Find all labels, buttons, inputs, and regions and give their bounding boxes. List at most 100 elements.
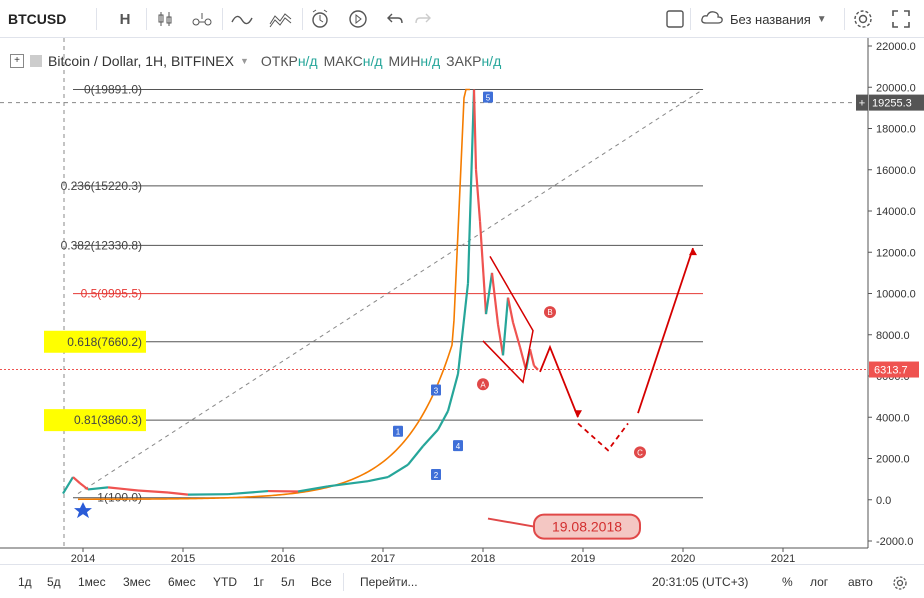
templates-icon[interactable] <box>268 6 294 32</box>
wave-marker <box>393 425 403 437</box>
chevron-down-icon: ▼ <box>816 13 827 25</box>
candles-icon[interactable] <box>154 6 176 32</box>
price-segment <box>466 89 476 284</box>
price-segment <box>518 346 528 371</box>
range-6m[interactable]: 6мес <box>168 575 196 589</box>
wave-label: 5 <box>486 94 491 103</box>
abc-marker <box>634 446 646 459</box>
price-segment <box>62 476 74 495</box>
price-segment <box>137 489 169 494</box>
square-icon[interactable] <box>664 6 686 32</box>
abc-marker <box>477 378 489 391</box>
range-1d[interactable]: 1д <box>18 575 32 589</box>
crosshair-plus-icon: + <box>859 98 865 110</box>
price-segment <box>227 489 269 496</box>
interval-button[interactable]: H <box>119 10 131 28</box>
open-label: ОТКР <box>260 53 298 69</box>
log-toggle[interactable]: лог <box>810 575 829 589</box>
wave-marker <box>453 440 463 452</box>
price-segment <box>407 445 424 466</box>
price-segment <box>478 221 488 315</box>
range-1m[interactable]: 1мес <box>78 575 106 589</box>
x-tick-label: 2018 <box>471 553 495 564</box>
y-tick-label: -2000.0 <box>876 536 913 548</box>
fib-level-label: 0.81(3860.3) <box>74 413 142 427</box>
visibility-icon[interactable] <box>30 55 42 67</box>
price-segment <box>528 348 536 366</box>
wave-marker <box>431 384 441 396</box>
x-tick-label: 2019 <box>571 553 595 564</box>
price-segment <box>490 272 500 325</box>
toolbar-divider <box>844 8 845 30</box>
trend-dashed-line <box>77 89 704 494</box>
toolbar-divider <box>690 8 691 30</box>
arrowhead <box>689 248 697 256</box>
toolbar-divider <box>222 8 223 30</box>
alert-icon[interactable] <box>308 6 332 32</box>
wave-marker <box>431 469 441 480</box>
abc-label: B <box>547 308 552 317</box>
clock-label[interactable]: 20:31:05 (UTC+3) <box>652 575 749 589</box>
range-5d[interactable]: 5д <box>47 575 61 589</box>
price-segment <box>437 410 449 431</box>
range-all[interactable]: Все <box>311 575 332 589</box>
x-tick-label: 2017 <box>371 553 395 564</box>
arrowhead <box>574 410 582 418</box>
y-tick-label: 10000.0 <box>876 289 916 301</box>
price-segment <box>511 322 522 348</box>
fib-level-label: 0.236(15220.3) <box>61 179 142 193</box>
high-value: н/д <box>362 53 383 69</box>
y-tick-label: 14000.0 <box>876 206 916 218</box>
price-segment <box>422 428 439 447</box>
replay-icon[interactable] <box>346 6 370 32</box>
fib-level-label: 0(19891.0) <box>84 82 142 96</box>
date-callout-box <box>533 513 641 540</box>
projection-dashed-arrow <box>577 422 629 452</box>
chevron-down-icon[interactable]: ▼ <box>239 56 249 66</box>
price-segment <box>297 485 329 493</box>
range-ytd[interactable]: YTD <box>213 575 237 589</box>
y-tick-label: 22000.0 <box>876 41 916 53</box>
undo-icon[interactable] <box>384 6 406 32</box>
wave-label: 3 <box>434 386 439 395</box>
crosshair-price-badge <box>869 94 924 111</box>
chart-svg[interactable]: 22000.020000.018000.016000.014000.012000… <box>0 38 924 565</box>
compare-icon[interactable] <box>190 6 214 32</box>
y-tick-label: 8000.0 <box>876 330 910 342</box>
flag-pattern <box>482 255 534 384</box>
price-segment <box>456 283 470 375</box>
close-label: ЗАКР <box>446 53 482 69</box>
range-3m[interactable]: 3мес <box>123 575 151 589</box>
date-callout-text: 19.08.2018 <box>552 519 622 535</box>
wave-label: 1 <box>396 428 401 437</box>
range-5y[interactable]: 5л <box>281 575 295 589</box>
price-segment <box>446 373 460 412</box>
layout-name-button[interactable]: Без названия ▼ <box>700 6 840 32</box>
price-segment <box>533 364 539 371</box>
wave-label: 4 <box>456 442 461 451</box>
goto-date-button[interactable]: Перейти... <box>360 575 418 589</box>
symbol-label[interactable]: BTCUSD <box>8 11 67 27</box>
price-segment <box>167 491 189 496</box>
price-segment <box>107 486 139 492</box>
indicators-icon[interactable] <box>230 6 254 32</box>
date-callout-pointer <box>487 517 535 528</box>
crosshair-price-label: 19255.3 <box>872 98 912 110</box>
chart-area[interactable]: 22000.0 20000.0 18000.0 16000.0 14000.0 12000… <box>0 38 924 565</box>
price-segment <box>387 463 409 478</box>
fib-highlight <box>44 409 146 432</box>
auto-toggle[interactable]: авто <box>848 575 873 589</box>
price-segment <box>496 324 505 356</box>
abc-marker <box>544 306 556 319</box>
legend-toggle-icon[interactable]: + <box>10 54 24 68</box>
chart-settings-icon[interactable] <box>892 575 908 594</box>
toolbar-divider <box>302 8 303 30</box>
settings-icon[interactable] <box>850 6 876 32</box>
percent-toggle[interactable]: % <box>782 575 793 589</box>
abc-label: A <box>480 380 486 389</box>
current-price-badge <box>869 361 919 378</box>
redo-icon[interactable] <box>412 6 434 32</box>
price-segment <box>367 475 389 483</box>
fullscreen-icon[interactable] <box>888 6 914 32</box>
range-1y[interactable]: 1г <box>253 575 265 589</box>
